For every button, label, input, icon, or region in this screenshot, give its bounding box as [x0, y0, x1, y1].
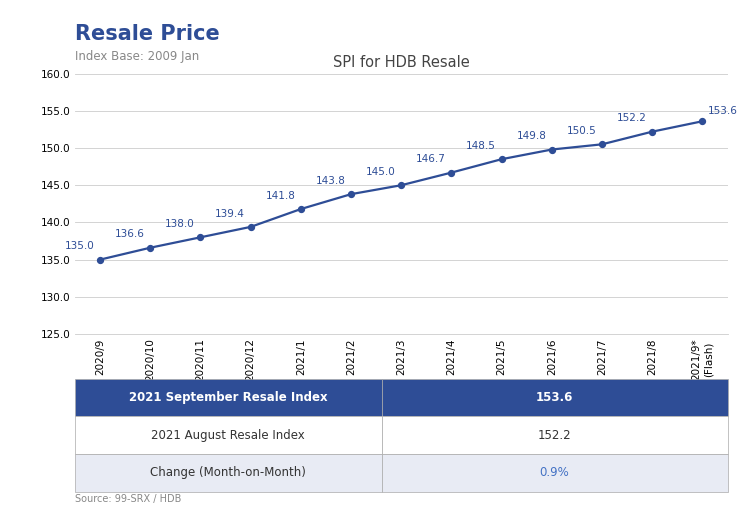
- Text: 152.2: 152.2: [538, 429, 572, 442]
- Point: [446, 168, 458, 177]
- Point: [395, 181, 407, 189]
- Point: [244, 222, 256, 231]
- Text: 152.2: 152.2: [616, 113, 646, 123]
- Point: [94, 256, 106, 264]
- Point: [194, 233, 206, 241]
- Text: 138.0: 138.0: [165, 219, 195, 229]
- Point: [144, 244, 156, 252]
- Point: [345, 190, 357, 198]
- Text: 153.6: 153.6: [536, 391, 573, 404]
- Point: [546, 145, 558, 154]
- Point: [646, 127, 658, 136]
- Text: 141.8: 141.8: [266, 191, 296, 201]
- Point: [697, 117, 709, 126]
- Text: Change (Month-on-Month): Change (Month-on-Month): [151, 467, 306, 480]
- Text: 139.4: 139.4: [215, 208, 245, 219]
- Title: SPI for HDB Resale: SPI for HDB Resale: [333, 55, 470, 70]
- Text: 150.5: 150.5: [567, 126, 596, 136]
- Text: 2021 August Resale Index: 2021 August Resale Index: [152, 429, 305, 442]
- Text: 135.0: 135.0: [64, 241, 94, 251]
- Text: 146.7: 146.7: [416, 154, 446, 164]
- Text: Index Base: 2009 Jan: Index Base: 2009 Jan: [75, 50, 200, 63]
- Text: 143.8: 143.8: [316, 176, 346, 186]
- Text: 2021 September Resale Index: 2021 September Resale Index: [129, 391, 328, 404]
- Text: 145.0: 145.0: [366, 167, 396, 177]
- Text: 148.5: 148.5: [466, 141, 496, 151]
- Text: 149.8: 149.8: [517, 131, 546, 141]
- Text: Resale Price: Resale Price: [75, 24, 220, 44]
- Text: Source: 99-SRX / HDB: Source: 99-SRX / HDB: [75, 494, 182, 504]
- Text: 136.6: 136.6: [115, 229, 145, 239]
- Text: 0.9%: 0.9%: [540, 467, 569, 480]
- Text: 153.6: 153.6: [708, 106, 738, 116]
- Point: [295, 205, 307, 213]
- Point: [496, 155, 508, 164]
- Point: [596, 140, 608, 148]
